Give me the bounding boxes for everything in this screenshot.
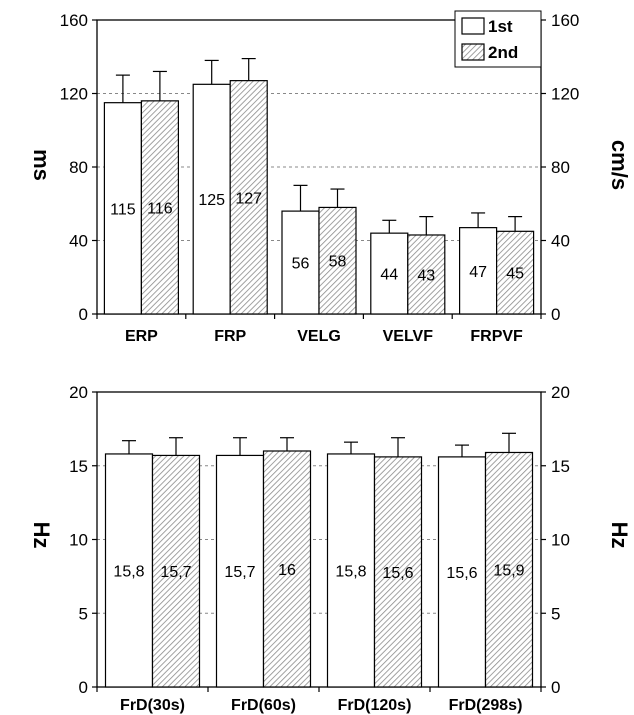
y-tick-label: 0: [79, 678, 88, 697]
y-axis-label: ms: [29, 149, 54, 181]
data-label: 116: [147, 200, 173, 217]
data-label: 15,7: [224, 564, 255, 581]
y-tick-label: 160: [60, 11, 88, 30]
y-tick-label: 10: [69, 531, 88, 550]
legend-swatch-2nd: [461, 43, 485, 61]
y2-tick-label: 160: [551, 11, 579, 30]
y2-tick-label: 0: [551, 678, 560, 697]
data-label: 16: [278, 562, 296, 579]
y-tick-label: 80: [69, 158, 88, 177]
bar-2nd: [373, 456, 423, 688]
data-label: 125: [198, 192, 225, 209]
legend-label-1st: 1st: [488, 17, 513, 36]
x-category-label: FRPVF: [470, 328, 523, 345]
y2-tick-label: 40: [551, 232, 570, 251]
x-category-label: FRP: [214, 328, 246, 345]
data-label: 15,6: [382, 565, 413, 582]
data-label: 115: [110, 201, 136, 218]
y-axis-label: Hz: [29, 522, 54, 549]
data-label: 45: [506, 266, 524, 283]
x-category-label: VELG: [297, 328, 341, 345]
y2-tick-label: 120: [551, 85, 579, 104]
chart-top: ms cm/s 0 0 40 40 80 80 120 120 160 160 ERP 115 116 F…: [29, 11, 632, 345]
bar-1st: [437, 456, 487, 688]
data-label: 127: [235, 190, 262, 207]
bar-1st: [326, 453, 376, 688]
data-label: 43: [417, 267, 435, 284]
bar-1st: [459, 227, 498, 315]
legend: 1st 2nd: [454, 10, 542, 68]
y2-tick-label: 15: [551, 457, 570, 476]
y-tick-label: 0: [79, 305, 88, 324]
y2-tick-label: 0: [551, 305, 560, 324]
bar-1st: [215, 454, 265, 688]
bar-2nd: [407, 234, 446, 315]
bar-2nd: [262, 450, 312, 688]
y2-axis-label: cm/s: [607, 140, 632, 190]
bar-2nd: [229, 80, 268, 315]
data-label: 44: [380, 267, 398, 284]
y-tick-label: 120: [60, 85, 88, 104]
x-category-label: FrD(298s): [449, 697, 523, 714]
y2-tick-label: 20: [551, 383, 570, 402]
y-tick-label: 5: [79, 604, 88, 623]
data-label: 15,9: [493, 563, 524, 580]
bar-2nd: [151, 454, 201, 688]
bar-2nd: [318, 206, 357, 315]
bar-2nd: [484, 451, 534, 688]
data-label: 15,6: [446, 565, 477, 582]
x-category-label: FrD(60s): [231, 697, 296, 714]
data-label: 15,8: [335, 563, 366, 580]
y2-tick-label: 5: [551, 604, 560, 623]
bar-1st: [192, 83, 231, 315]
data-label: 56: [292, 256, 310, 273]
y2-tick-label: 10: [551, 531, 570, 550]
bar-1st: [281, 210, 320, 315]
data-label: 15,7: [160, 564, 191, 581]
bar-2nd: [140, 100, 179, 315]
y-tick-label: 20: [69, 383, 88, 402]
y-tick-label: 40: [69, 232, 88, 251]
data-label: 15,8: [113, 563, 144, 580]
y-tick-label: 15: [69, 457, 88, 476]
legend-swatch-1st: [461, 17, 485, 35]
x-category-label: VELVF: [383, 328, 434, 345]
data-label: 58: [329, 254, 347, 271]
chart-bottom: Hz Hz 0 0 5 5 10 10 15 15 20 20 FrD(30s) 15,8 15,7 Fr…: [29, 383, 632, 714]
y2-axis-label: Hz: [607, 522, 632, 549]
x-category-label: FrD(30s): [120, 697, 185, 714]
y2-tick-label: 80: [551, 158, 570, 177]
x-category-label: ERP: [125, 328, 158, 345]
legend-label-2nd: 2nd: [488, 43, 518, 62]
x-category-label: FrD(120s): [338, 697, 412, 714]
data-label: 47: [469, 264, 487, 281]
bar-2nd: [496, 230, 535, 315]
bar-1st: [370, 232, 409, 315]
